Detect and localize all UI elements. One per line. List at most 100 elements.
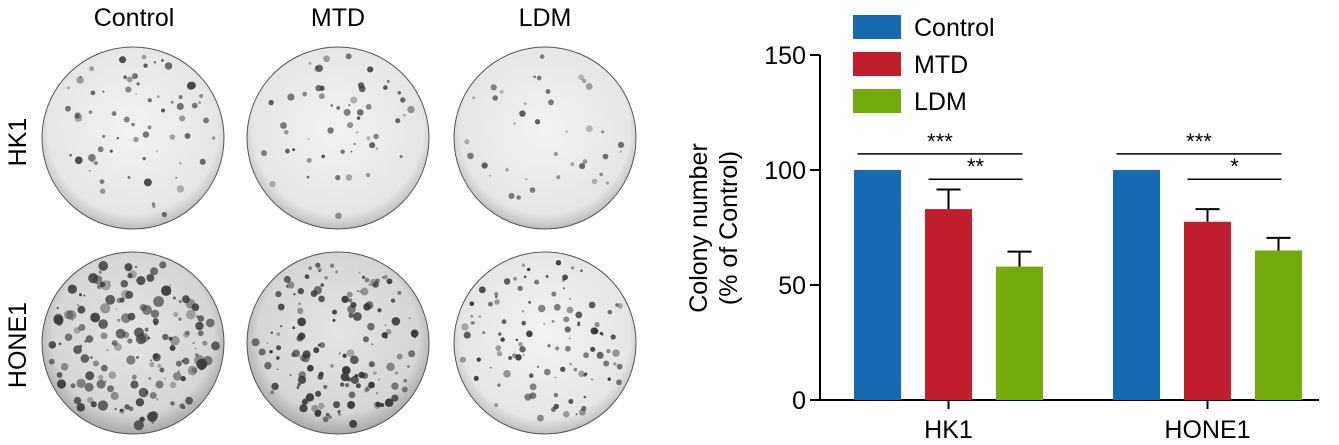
- colony-dot: [330, 104, 333, 107]
- colony-dot: [176, 102, 184, 111]
- colony-dot: [526, 330, 533, 338]
- colony-dot: [599, 172, 604, 177]
- colony-dot: [298, 302, 302, 306]
- colony-dot: [568, 337, 571, 340]
- colony-dot: [461, 323, 469, 331]
- colony-dot: [348, 104, 351, 107]
- colony-dot: [251, 338, 260, 347]
- significance-label: ***: [1186, 129, 1212, 154]
- colony-dot: [345, 53, 352, 60]
- colony-dot: [403, 378, 408, 383]
- colony-dot: [581, 405, 587, 412]
- colony-dot: [308, 266, 313, 271]
- colony-dot: [310, 290, 318, 297]
- colony-dot: [292, 326, 296, 330]
- colony-dot: [583, 352, 589, 359]
- colony-dot: [135, 355, 140, 359]
- y-axis: 0 50 100 150: [764, 42, 821, 415]
- colony-dot: [287, 93, 295, 101]
- colony-dot: [184, 330, 190, 336]
- colony-dot: [591, 178, 598, 185]
- colony-dot: [139, 416, 145, 422]
- colony-dot: [98, 261, 109, 271]
- colony-dot: [258, 348, 266, 356]
- colony-dot: [97, 146, 104, 153]
- colony-dot: [603, 360, 610, 367]
- colony-dot: [481, 162, 488, 169]
- colony-dot: [356, 109, 364, 116]
- colony-dot: [346, 121, 354, 129]
- colony-dot: [357, 290, 359, 292]
- colony-dot: [293, 293, 296, 296]
- colony-dot: [120, 279, 129, 288]
- colony-dot: [285, 148, 290, 154]
- colony-dot: [585, 83, 593, 90]
- colony-dot: [554, 376, 557, 379]
- colony-dot: [381, 276, 385, 279]
- colony-dot: [534, 119, 541, 125]
- colony-dots: [48, 53, 625, 431]
- colony-dot: [364, 387, 369, 393]
- colony-dot: [211, 136, 216, 140]
- colony-dot: [297, 375, 307, 384]
- colony-dot: [553, 303, 561, 311]
- colony-dot: [110, 391, 119, 401]
- colony-dot: [151, 202, 155, 206]
- colony-dot: [151, 421, 155, 424]
- colony-dot: [116, 137, 119, 140]
- colony-dot: [360, 287, 369, 296]
- colony-dot: [276, 368, 279, 371]
- colony-dot: [332, 318, 336, 322]
- colony-dot: [463, 331, 471, 339]
- colony-dot: [318, 371, 324, 377]
- colony-dot: [615, 303, 619, 307]
- colony-dot: [297, 317, 306, 327]
- colony-dot: [60, 363, 69, 371]
- colony-dot: [102, 90, 105, 93]
- colony-dot: [401, 386, 408, 393]
- colony-dot: [391, 317, 401, 326]
- bar-hone1-mtd: [1184, 221, 1231, 400]
- y-tick-label: 50: [778, 272, 806, 300]
- colony-dot: [381, 332, 388, 339]
- colony-dot: [319, 85, 325, 91]
- colony-dot: [568, 399, 574, 405]
- colony-dot: [168, 336, 173, 341]
- colony-dot: [155, 397, 159, 401]
- colony-dot: [96, 379, 106, 389]
- colony-dot: [108, 371, 117, 379]
- colony-dot: [499, 89, 504, 94]
- colony-dot: [102, 134, 106, 138]
- colony-dot: [270, 390, 275, 395]
- colony-dot: [297, 332, 306, 340]
- colony-dot: [413, 331, 416, 334]
- colony-dot: [172, 372, 182, 381]
- colony-dot: [537, 365, 540, 368]
- colony-dot: [548, 99, 554, 106]
- significance-label: *: [1230, 154, 1239, 179]
- colony-dot: [375, 147, 379, 151]
- colony-dot: [161, 108, 166, 113]
- colony-dot: [367, 322, 375, 331]
- colony-dot: [383, 274, 388, 280]
- column-label-control: Control: [94, 4, 175, 32]
- colony-dot: [271, 382, 279, 391]
- row-label-hk1: HK1: [4, 118, 32, 167]
- colony-dot: [147, 125, 152, 130]
- colony-dot: [185, 298, 196, 309]
- colony-dot: [138, 387, 149, 398]
- colony-dot: [607, 309, 613, 315]
- colony-dot: [492, 95, 498, 101]
- colony-dot: [56, 372, 63, 378]
- colony-dot: [555, 346, 560, 351]
- colony-dot: [87, 396, 94, 403]
- colony-dot: [124, 404, 130, 410]
- colony-dot: [601, 130, 605, 134]
- colony-dot: [108, 280, 111, 283]
- colony-dot: [197, 330, 204, 337]
- row-label-hone1: HONE1: [4, 302, 32, 388]
- colony-dot: [125, 290, 134, 299]
- colony-dot: [164, 377, 166, 380]
- colony-dot: [362, 336, 369, 343]
